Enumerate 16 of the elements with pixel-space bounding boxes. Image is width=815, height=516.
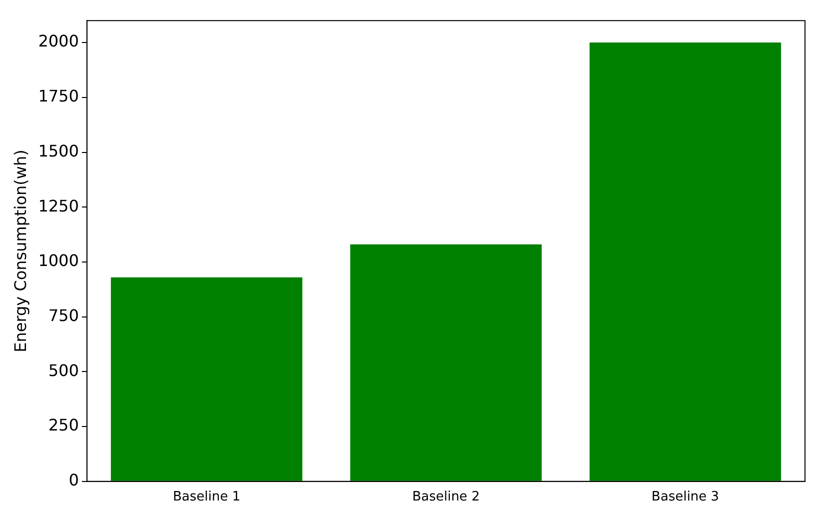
y-tick-label: 1250 — [38, 196, 79, 216]
y-tick-label: 250 — [48, 416, 79, 435]
y-tick-label: 750 — [48, 306, 79, 325]
y-tick-label: 1500 — [38, 141, 79, 160]
y-tick-label: 0 — [68, 470, 79, 490]
bar — [110, 277, 302, 481]
y-tick-label: 1000 — [38, 251, 79, 270]
bar — [590, 42, 782, 481]
y-axis-title: Energy Consumption(wh) — [10, 150, 30, 352]
x-tick-label: Baseline 1 — [172, 490, 240, 505]
x-tick-label: Baseline 2 — [412, 490, 480, 505]
bar — [350, 244, 542, 481]
y-tick-label: 2000 — [38, 32, 79, 51]
x-tick-label: Baseline 3 — [652, 490, 720, 505]
y-tick-label: 500 — [48, 360, 79, 380]
y-tick-label: 1750 — [38, 86, 79, 106]
